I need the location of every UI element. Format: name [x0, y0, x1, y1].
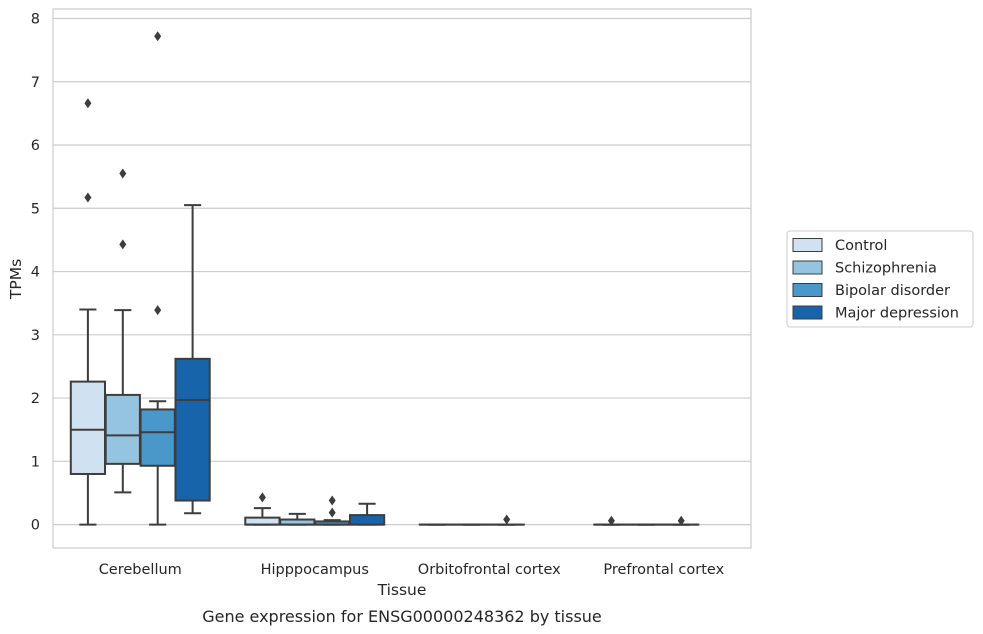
x-tick-label: Orbitofrontal cortex	[418, 562, 561, 578]
box-body	[244, 516, 281, 526]
y-tick-label: 7	[31, 75, 40, 91]
box-0-3	[174, 204, 211, 515]
box-3-2	[663, 515, 700, 526]
legend-frame	[786, 230, 974, 328]
box-plots	[69, 31, 700, 526]
outlier-point	[328, 495, 336, 506]
outlier-point	[607, 515, 615, 526]
box-body	[174, 357, 211, 502]
outlier-point	[119, 168, 127, 179]
legend-swatch	[792, 305, 823, 320]
box-body	[139, 408, 176, 467]
gridlines	[53, 17, 751, 526]
outlier-point	[84, 192, 92, 203]
legend-swatch	[792, 238, 823, 252]
box-1-2	[314, 495, 351, 526]
y-tick-label: 0	[31, 518, 40, 534]
box-0-2	[139, 31, 176, 526]
box-body	[348, 514, 386, 526]
outlier-point	[503, 514, 511, 525]
legend: Control Schizophrenia Bipolar disorder Majo…	[786, 230, 974, 328]
y-tick-label: 1	[31, 454, 40, 470]
y-tick-label: 6	[31, 138, 40, 154]
outlier-point	[154, 305, 162, 316]
legend-swatch	[792, 283, 823, 297]
box-0-0	[69, 98, 107, 526]
outlier-point	[328, 507, 336, 518]
outlier-point	[258, 492, 266, 503]
y-tick-labels: 0 1 2 3 4 5 6 7 8	[31, 11, 40, 533]
legend-label: Major depression	[835, 306, 959, 322]
plot-frame	[52, 8, 752, 549]
x-tick-labels: Cerebellum Hipppocampus Orbitofrontal cort…	[99, 562, 725, 578]
y-tick-label: 2	[31, 391, 40, 407]
x-tick-label: Cerebellum	[99, 562, 182, 578]
y-tick-label: 8	[31, 11, 40, 27]
y-tick-label: 4	[31, 265, 40, 281]
outlier-point	[84, 98, 92, 109]
box-1-3	[348, 502, 386, 526]
y-axis-label: TPMs	[7, 259, 25, 300]
x-axis-label: Tissue	[377, 581, 427, 599]
box-body	[69, 380, 107, 475]
chart-caption: Gene expression for ENSG00000248362 by t…	[202, 607, 602, 626]
outlier-point	[677, 515, 685, 526]
outlier-point	[154, 31, 162, 42]
legend-label: Control	[835, 238, 887, 254]
legend-label: Bipolar disorder	[835, 283, 950, 299]
x-tick-label: Hipppocampus	[261, 562, 369, 578]
outlier-point	[119, 239, 127, 250]
y-tick-label: 3	[31, 328, 40, 344]
legend-swatch	[792, 260, 823, 275]
box-2-2	[488, 514, 525, 526]
legend-label: Schizophrenia	[835, 261, 937, 277]
x-tick-label: Prefrontal cortex	[603, 562, 724, 578]
y-tick-label: 5	[31, 201, 40, 217]
box-body	[104, 393, 141, 465]
